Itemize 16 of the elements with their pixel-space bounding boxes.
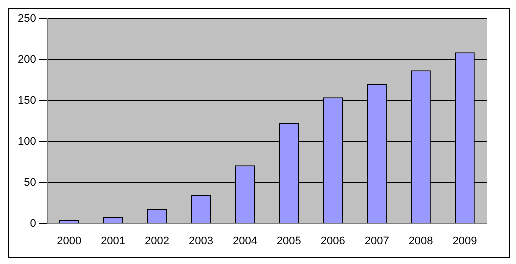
x-tick-label: 2006 [320,235,346,248]
x-tick-label: 2003 [188,235,214,248]
x-tick-label: 2000 [57,235,82,248]
x-tick-label: 2007 [364,235,390,248]
y-tick-label: 150 [18,94,36,107]
x-tick-label: 2005 [276,235,302,248]
x-tick-label: 2001 [101,235,126,248]
y-tick-label: 200 [18,54,36,66]
x-tick-label: 2008 [408,235,434,248]
y-tick-label: 50 [24,176,36,189]
x-tick-label: 2002 [145,235,170,248]
x-tick-label: 2009 [452,235,478,248]
y-tick-label: 100 [18,136,36,148]
y-tick-label: 250 [18,13,36,26]
x-tick-label: 2004 [232,235,258,248]
y-tick-label: 0 [30,218,36,230]
